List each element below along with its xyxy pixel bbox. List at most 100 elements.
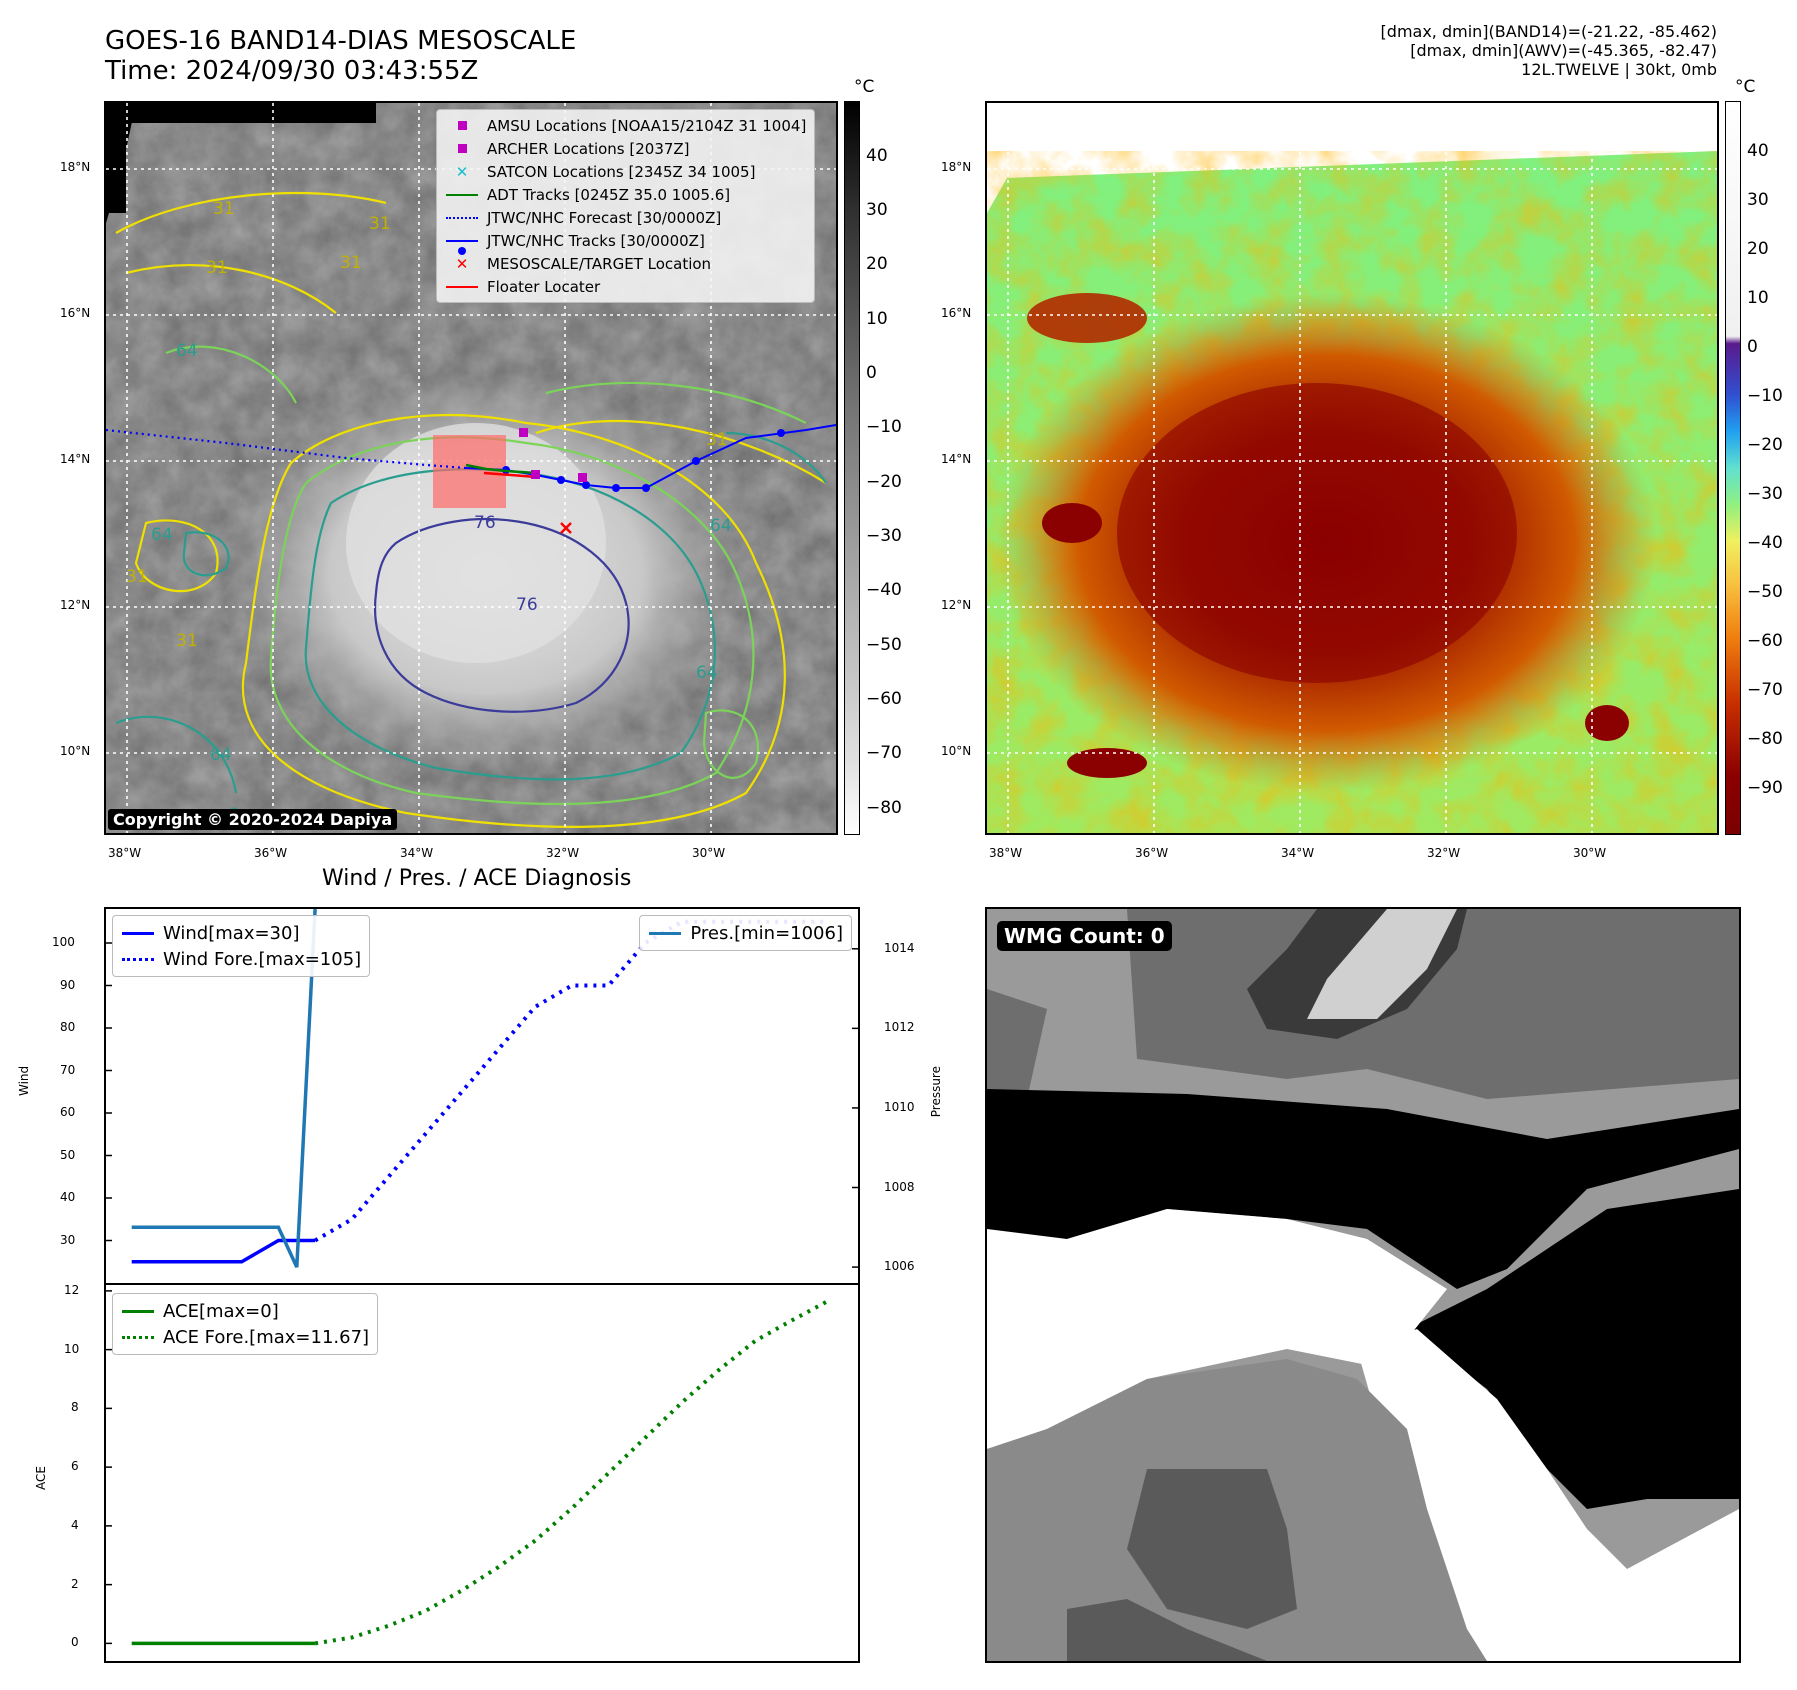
colorbar-tick: −40 xyxy=(866,580,902,600)
ace-chart: ACE[max=0] ACE Fore.[max=11.67] xyxy=(104,1283,860,1663)
line-icon xyxy=(122,1309,154,1313)
wmg-panel: WMG Count: 0 xyxy=(985,907,1741,1663)
lat-label: 18°N xyxy=(941,160,972,174)
lat-label: 18°N xyxy=(60,160,91,174)
colorbar-unit: °C xyxy=(1735,77,1756,97)
contour-label: 64 xyxy=(151,525,173,545)
legend-item-archer: ARCHER Locations [2037Z] xyxy=(445,137,806,160)
contour-label: 76 xyxy=(474,513,496,533)
wind-legend: Wind[max=30] Wind Fore.[max=105] xyxy=(112,915,371,977)
lon-label: 34°W xyxy=(400,846,434,860)
wmg-image xyxy=(987,909,1739,1661)
ace-axis-label: ACE xyxy=(34,1466,48,1490)
wind-pressure-chart: Wind[max=30] Wind Fore.[max=105] Pres.[m… xyxy=(104,907,860,1285)
lat-label: 12°N xyxy=(941,598,972,612)
colorbar-tick: −10 xyxy=(866,417,902,437)
square-marker-icon xyxy=(457,144,467,153)
colorbar-tick: 40 xyxy=(1747,141,1769,161)
lon-label: 36°W xyxy=(254,846,288,860)
line-icon xyxy=(446,193,478,196)
floater-box xyxy=(433,435,506,508)
x-marker-icon: ✕ xyxy=(455,254,469,273)
y-tick-label-right: 1012 xyxy=(884,1020,915,1035)
colorbar-tick: −60 xyxy=(866,689,902,709)
contour-label: 31 xyxy=(206,258,228,278)
colorbar-tick: −30 xyxy=(1747,484,1783,504)
lon-label: 38°W xyxy=(989,846,1023,860)
square-marker-icon xyxy=(457,121,467,130)
contour-label: 31 xyxy=(340,253,362,273)
y-tick-label: 90 xyxy=(60,977,76,992)
colorbar-tick: −20 xyxy=(866,472,902,492)
y-tick-label: 0 xyxy=(71,1635,79,1650)
awv-map-panel xyxy=(985,101,1719,835)
wind-pressure-plot xyxy=(106,909,858,1268)
wmg-count-badge: WMG Count: 0 xyxy=(997,921,1172,951)
legend-item-wind-fore: Wind Fore.[max=105] xyxy=(121,946,361,972)
colorbar-tick: −20 xyxy=(1747,435,1783,455)
dotted-line-icon xyxy=(122,957,154,961)
y-tick-label-right: 1014 xyxy=(884,940,915,955)
lon-label: 32°W xyxy=(1427,846,1461,860)
lon-label: 30°W xyxy=(692,846,726,860)
lat-label: 14°N xyxy=(60,452,91,466)
legend-item-ace-fore: ACE Fore.[max=11.67] xyxy=(121,1324,369,1350)
awv-image xyxy=(987,103,1717,833)
colorbar-tick: 30 xyxy=(866,200,888,220)
y-tick-label: 2 xyxy=(71,1576,79,1591)
colorbar-tick: 10 xyxy=(866,309,888,329)
lon-label: 30°W xyxy=(1573,846,1607,860)
diagnosis-title: Wind / Pres. / ACE Diagnosis xyxy=(322,866,632,891)
contour-label: 31 xyxy=(369,214,391,234)
y-tick-label: 30 xyxy=(60,1232,76,1247)
y-tick-label: 6 xyxy=(71,1459,79,1474)
contour-label: 31 xyxy=(126,567,148,587)
lon-label: 36°W xyxy=(1135,846,1169,860)
lon-label: 34°W xyxy=(1281,846,1315,860)
lon-label: 32°W xyxy=(546,846,580,860)
colorbar-tick: 30 xyxy=(1747,190,1769,210)
wind-axis-label: Wind xyxy=(17,1065,31,1096)
y-tick-label: 70 xyxy=(60,1062,76,1077)
colorbar-tick: −70 xyxy=(1747,680,1783,700)
lat-label: 14°N xyxy=(941,452,972,466)
colorbar-tick: −10 xyxy=(1747,386,1783,406)
pressure-axis-label: Pressure xyxy=(929,1066,943,1118)
y-tick-label-right: 1008 xyxy=(884,1179,915,1194)
awv-colorbar xyxy=(1725,101,1741,835)
colorbar-tick: −60 xyxy=(1747,631,1783,651)
contour-label: 64 xyxy=(710,516,732,536)
y-tick-label: 80 xyxy=(60,1020,76,1034)
y-tick-label: 100 xyxy=(52,935,75,949)
colorbar-tick: −80 xyxy=(866,798,902,818)
y-tick-label: 50 xyxy=(60,1147,76,1162)
title-line-2: Time: 2024/09/30 03:43:55Z xyxy=(105,56,479,86)
colorbar-tick: −90 xyxy=(1747,778,1783,798)
legend-item-target: ✕ MESOSCALE/TARGET Location xyxy=(445,252,806,275)
x-marker-icon: ✕ xyxy=(455,162,469,181)
colorbar-tick: 0 xyxy=(866,363,877,383)
page-title: GOES-16 BAND14-DIAS MESOSCALE Time: 2024… xyxy=(105,26,576,86)
ace-legend: ACE[max=0] ACE Fore.[max=11.67] xyxy=(112,1293,379,1355)
y-tick-label: 8 xyxy=(71,1400,79,1415)
line-icon xyxy=(649,931,682,935)
legend-item-forecast: JTWC/NHC Forecast [30/0000Z] xyxy=(445,206,806,229)
title-line-1: GOES-16 BAND14-DIAS MESOSCALE xyxy=(105,26,577,56)
line-icon xyxy=(446,285,478,288)
line-dot-icon xyxy=(446,239,478,242)
contour-label: 64 xyxy=(210,745,232,765)
awv-stats: [dmax, dmin](AWV)=(-45.365, -82.47) xyxy=(1410,41,1717,60)
series-line xyxy=(314,919,829,1243)
ir-legend: AMSU Locations [NOAA15/2104Z 31 1004] AR… xyxy=(436,109,816,303)
legend-item-floater: Floater Locater xyxy=(445,275,806,298)
storm-info: 12L.TWELVE | 30kt, 0mb xyxy=(1521,60,1717,79)
band14-stats: [dmax, dmin](BAND14)=(-21.22, -85.462) xyxy=(1380,22,1717,41)
y-tick-label: 4 xyxy=(71,1517,79,1532)
y-tick-label: 40 xyxy=(60,1190,76,1204)
ir-map-panel: 31 31 31 31 64 64 64 31 64 76 76 31 64 3… xyxy=(104,101,838,835)
contour-label: 31 xyxy=(213,199,235,219)
lon-label: 38°W xyxy=(108,846,142,860)
header-stats: [dmax, dmin](BAND14)=(-21.22, -85.462) [… xyxy=(1381,22,1717,79)
colorbar-tick: −80 xyxy=(1747,729,1783,749)
lat-label: 12°N xyxy=(60,598,91,612)
